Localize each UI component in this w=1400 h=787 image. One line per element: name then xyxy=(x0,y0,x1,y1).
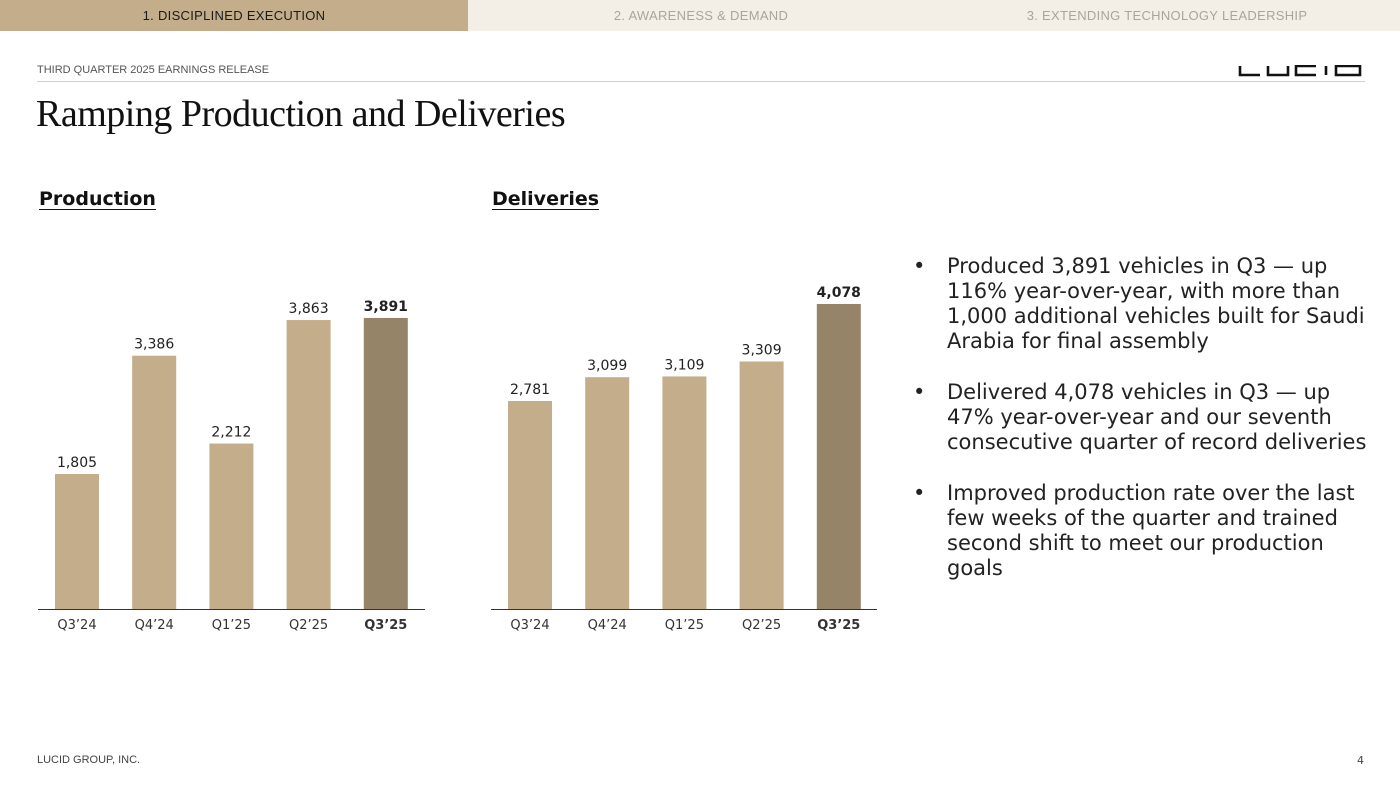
x-tick-label: Q3’25 xyxy=(364,618,407,633)
bar xyxy=(209,443,254,609)
x-tick-label: Q1’25 xyxy=(212,618,251,633)
bar xyxy=(286,320,331,609)
page-title: Ramping Production and Deliveries xyxy=(36,93,566,135)
bullet-production-rate: Improved production rate over the last f… xyxy=(913,481,1373,581)
bar xyxy=(739,361,784,609)
bullet-production: Produced 3,891 vehicles in Q3 — up 116% … xyxy=(913,254,1373,354)
deliveries-chart-title: Deliveries xyxy=(492,188,600,210)
data-label: 3,891 xyxy=(364,299,408,315)
data-label: 3,309 xyxy=(742,342,782,358)
highlights-list: Produced 3,891 vehicles in Q3 — up 116% … xyxy=(913,254,1373,607)
x-tick-label: Q2’25 xyxy=(289,618,328,633)
data-label: 3,863 xyxy=(289,301,329,317)
bar xyxy=(363,317,408,609)
bar xyxy=(132,355,177,609)
bar xyxy=(55,473,99,609)
data-label: 2,212 xyxy=(211,425,251,441)
data-label: 1,805 xyxy=(57,455,97,471)
bar xyxy=(662,376,707,609)
tab-disciplined-execution[interactable]: 1. DISCIPLINED EXECUTION xyxy=(0,0,468,31)
production-chart-title: Production xyxy=(39,188,156,210)
bullet-deliveries: Delivered 4,078 vehicles in Q3 — up 47% … xyxy=(913,380,1373,455)
data-label: 4,078 xyxy=(817,285,861,301)
page-number: 4 xyxy=(1357,754,1364,767)
x-tick-label: Q3’24 xyxy=(510,618,549,633)
footer-company: LUCID GROUP, INC. xyxy=(37,754,141,766)
header-divider xyxy=(37,81,1365,82)
report-subtitle: THIRD QUARTER 2025 EARNINGS RELEASE xyxy=(37,64,270,76)
bar xyxy=(816,303,861,609)
x-tick-label: Q3’24 xyxy=(57,618,96,633)
data-label: 3,109 xyxy=(664,357,704,373)
data-label: 2,781 xyxy=(510,382,550,398)
data-label: 3,386 xyxy=(134,337,174,353)
lucid-logo xyxy=(1238,65,1362,77)
x-tick-label: Q3’25 xyxy=(817,618,860,633)
section-tabs: 1. DISCIPLINED EXECUTION 2. AWARENESS & … xyxy=(0,0,1400,31)
x-tick-label: Q4’24 xyxy=(135,618,174,633)
bar xyxy=(508,400,552,609)
x-tick-label: Q2’25 xyxy=(742,618,781,633)
tab-awareness-demand[interactable]: 2. AWARENESS & DEMAND xyxy=(468,0,934,31)
x-tick-label: Q4’24 xyxy=(588,618,627,633)
data-label: 3,099 xyxy=(587,358,627,374)
x-tick-label: Q1’25 xyxy=(665,618,704,633)
tab-technology-leadership[interactable]: 3. EXTENDING TECHNOLOGY LEADERSHIP xyxy=(934,0,1400,31)
bar xyxy=(585,377,630,609)
